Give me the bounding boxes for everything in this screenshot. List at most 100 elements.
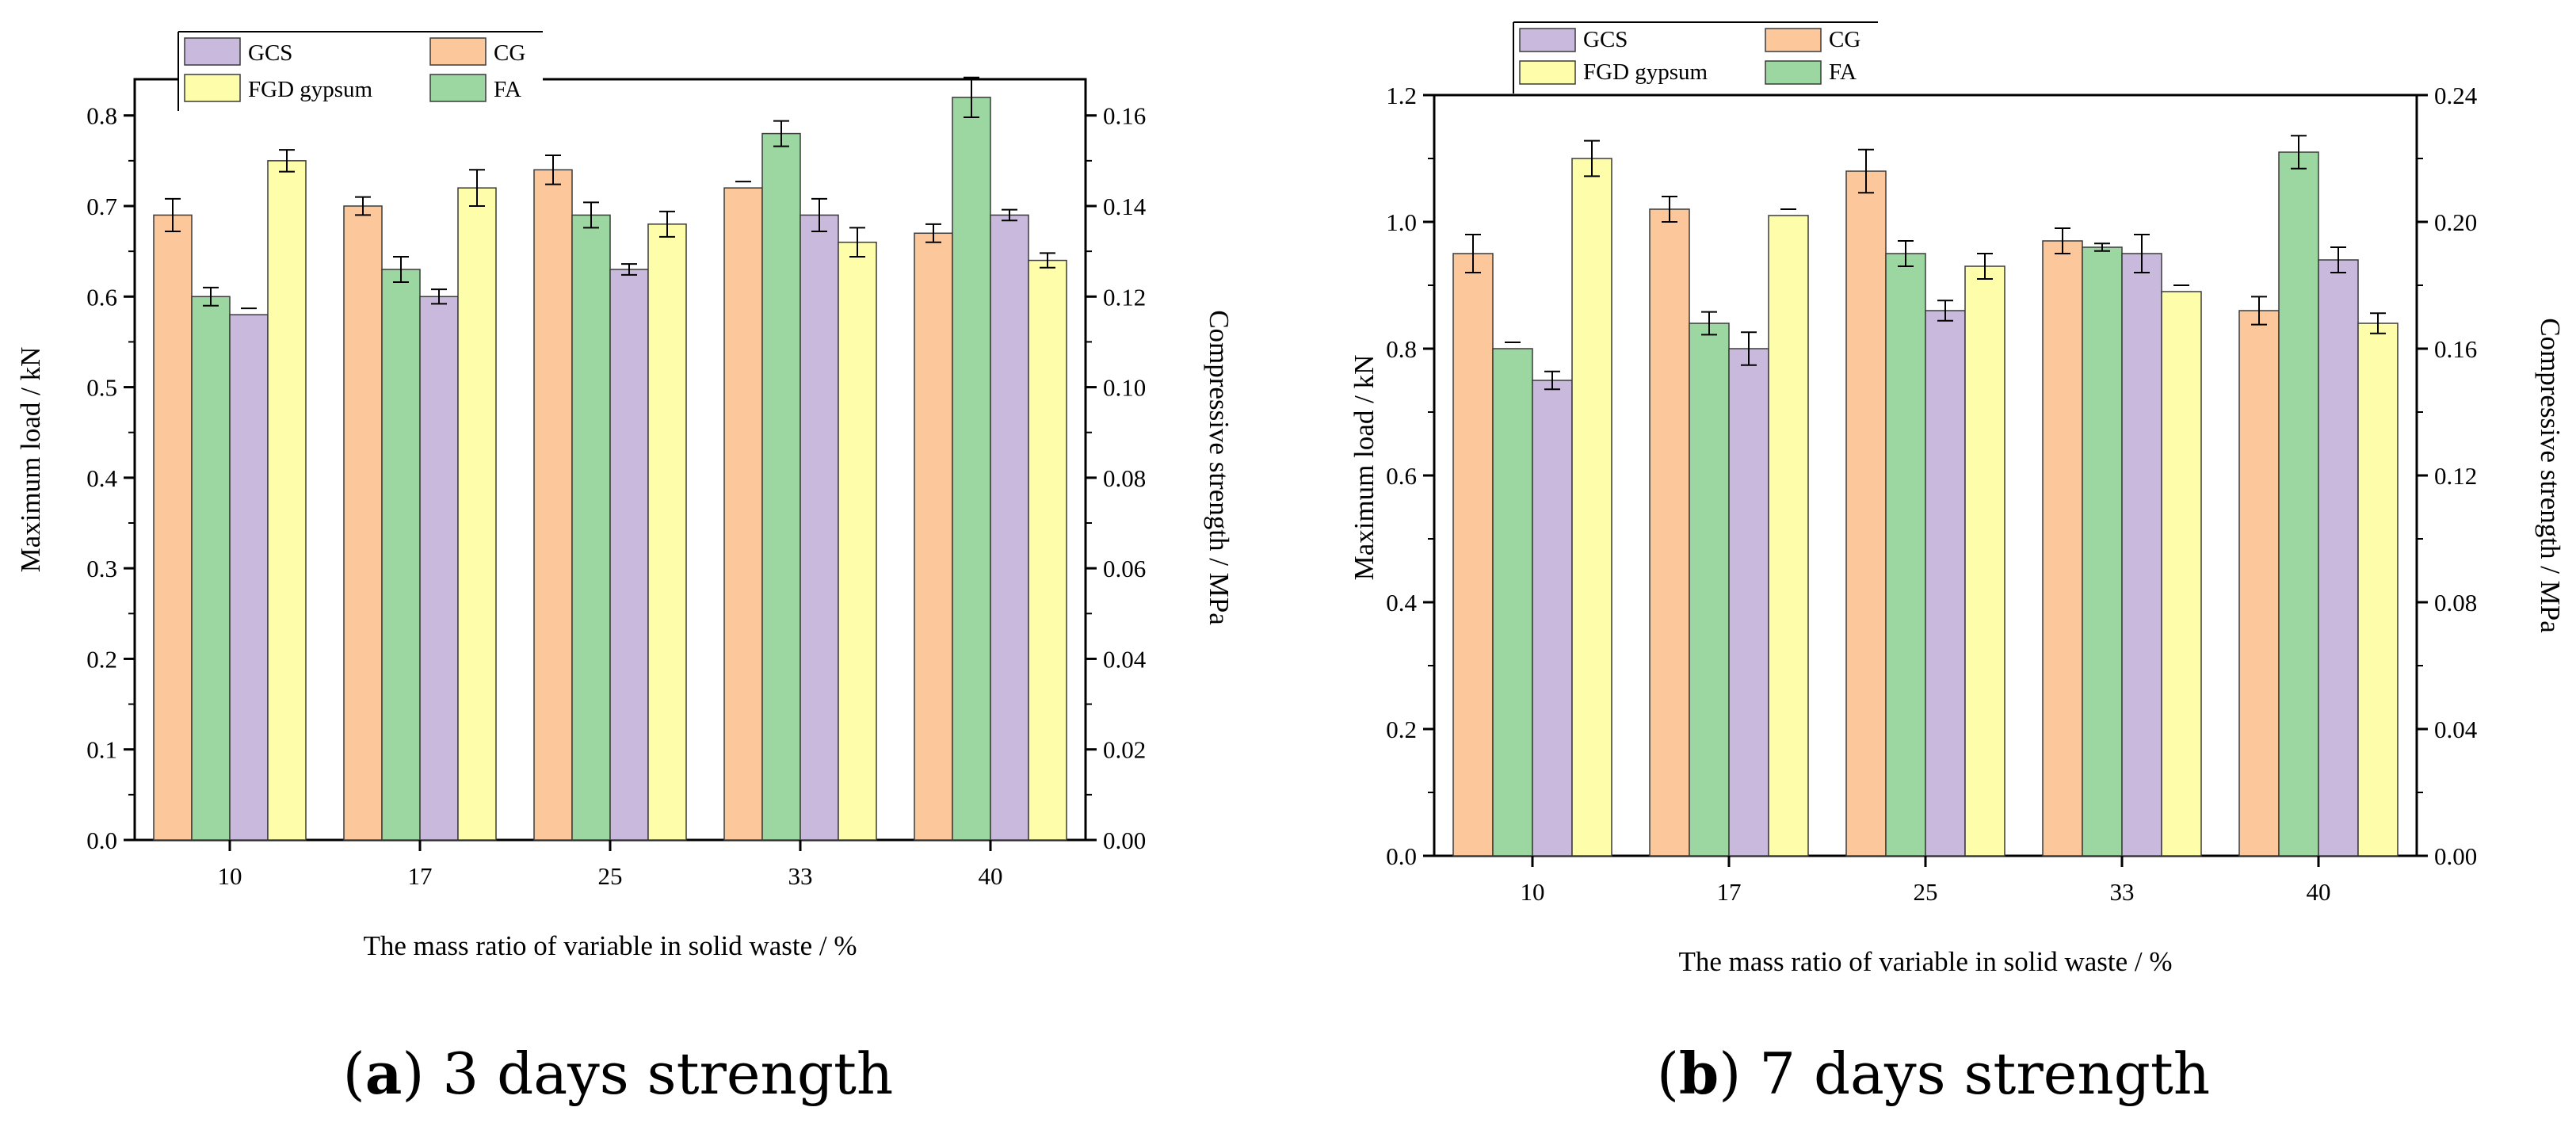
y2-tick-label: 0.14	[1103, 193, 1147, 220]
caption-text: 7 days strength	[1759, 1040, 2210, 1107]
chart-panel-3-days: 0.0 0.1 0.2 0.3 0.4 0.5 0.6 0.7 0.8 0.00 0.02 0.04…	[15, 31, 1235, 961]
bar-fgd-gypsum	[647, 223, 687, 841]
legend-label: FGD gypsum	[1583, 59, 1708, 85]
x-tick-label: 10	[218, 862, 242, 890]
bar-fa	[191, 296, 231, 841]
y-tick-label: 0.6	[86, 283, 117, 311]
y-tick-label: 0.7	[86, 193, 117, 220]
legend: GCS CG FGD gypsum FA	[1513, 21, 1878, 94]
bar-cg	[1452, 253, 1494, 857]
x-tick-label: 17	[1717, 878, 1742, 906]
y-tick-label: 1.0	[1386, 208, 1417, 236]
bar-cg	[343, 205, 383, 841]
legend-swatch-fgd-gypsum	[1519, 60, 1576, 85]
y-tick-label: 0.4	[1386, 589, 1417, 617]
bar-fa	[2082, 246, 2123, 857]
bar-fa	[761, 132, 801, 841]
bar-fa	[381, 269, 421, 841]
caption-text: 3 days strength	[442, 1040, 893, 1107]
bar-gcs	[800, 214, 839, 841]
bar-fgd-gypsum	[2357, 323, 2399, 857]
y-tick-label: 0.3	[86, 555, 117, 582]
y2-tick-label: 0.16	[1103, 102, 1146, 130]
bar-gcs	[990, 214, 1029, 841]
y-tick-label: 0.6	[1386, 462, 1417, 490]
bar-cg	[1845, 170, 1887, 857]
bar-gcs	[1925, 310, 1966, 857]
bar-cg	[1649, 208, 1690, 857]
y2-tick-label: 0.10	[1103, 374, 1146, 402]
legend: GCS CG FGD gypsum FA	[177, 31, 543, 111]
y-tick-label: 0.5	[86, 374, 117, 402]
legend-label: GCS	[1583, 27, 1628, 52]
bar-cg	[914, 232, 953, 841]
bar-fa	[952, 97, 991, 841]
chart-panel-7-days: 0.0 0.2 0.4 0.6 0.8 1.0 1.2 0.00 0.04 0.08 0.12 0.…	[1349, 21, 2566, 977]
legend-swatch-gcs	[184, 37, 241, 66]
bar-fgd-gypsum	[2161, 291, 2202, 857]
x-tick-label: 33	[788, 862, 813, 890]
legend-label: FGD gypsum	[248, 77, 373, 102]
x-axis-title: The mass ratio of variable in solid wast…	[363, 930, 857, 961]
y-tick-label: 0.8	[1386, 335, 1417, 363]
y2-tick-label: 0.04	[1103, 645, 1147, 673]
y2-tick-label: 0.08	[2434, 589, 2477, 617]
legend-swatch-fa	[1765, 60, 1822, 85]
bar-gcs	[1532, 380, 1573, 857]
bar-fgd-gypsum	[1571, 158, 1612, 857]
legend-label: FA	[494, 77, 521, 102]
y-tick-label: 0.8	[86, 102, 117, 130]
y2-tick-label: 0.00	[1103, 827, 1146, 854]
y-tick-label: 0.2	[86, 645, 117, 673]
x-tick-label: 17	[408, 862, 433, 890]
bar-fgd-gypsum	[1768, 215, 1809, 857]
y2-tick-label: 0.00	[2434, 842, 2477, 870]
y2-tick-label: 0.12	[2434, 462, 2477, 490]
bar-fa	[1885, 253, 1926, 857]
legend-swatch-fa	[429, 74, 487, 102]
x-tick-label: 40	[2307, 878, 2331, 906]
y2-tick-label: 0.08	[1103, 464, 1146, 492]
legend-label: FA	[1829, 59, 1857, 85]
x-tick-label: 25	[598, 862, 623, 890]
y-tick-label: 1.2	[1386, 82, 1417, 109]
y2-tick-label: 0.12	[1103, 283, 1146, 311]
y-tick-label: 0.0	[1386, 842, 1417, 870]
bar-fgd-gypsum	[267, 160, 307, 841]
caption-a: (a) 3 days strength	[343, 1040, 894, 1107]
legend-label: GCS	[248, 40, 292, 66]
bar-gcs	[229, 314, 269, 841]
bar-gcs	[419, 296, 459, 841]
x-tick-label: 33	[2110, 878, 2135, 906]
legend-label: CG	[1829, 27, 1860, 52]
x-tick-label: 25	[1914, 878, 1938, 906]
y2-axis-title: Compressive strength / MPa	[2535, 318, 2566, 633]
y2-tick-label: 0.04	[2434, 716, 2478, 743]
y-tick-label: 0.4	[86, 464, 117, 492]
caption-panel-letter: b	[1679, 1040, 1719, 1107]
bar-gcs	[2121, 253, 2162, 857]
y-axis-title: Maximum load / kN	[15, 347, 46, 573]
bar-fa	[1492, 348, 1533, 857]
legend-label: CG	[494, 40, 525, 66]
x-tick-label: 10	[1521, 878, 1545, 906]
y-tick-label: 0.2	[1386, 716, 1417, 743]
y2-axis-title: Compressive strength / MPa	[1204, 310, 1235, 625]
bar-fa	[571, 214, 611, 841]
bar-fgd-gypsum	[1028, 259, 1067, 841]
y-tick-label: 0.0	[86, 827, 117, 854]
caption-b: (b) 7 days strength	[1657, 1040, 2210, 1107]
bar-cg	[153, 214, 193, 841]
bar-gcs	[2318, 259, 2359, 857]
bar-gcs	[609, 269, 649, 841]
bar-fgd-gypsum	[457, 187, 497, 841]
legend-swatch-fgd-gypsum	[184, 74, 241, 102]
y2-tick-label: 0.16	[2434, 335, 2477, 363]
legend-swatch-gcs	[1519, 28, 1576, 52]
y2-tick-label: 0.20	[2434, 208, 2477, 236]
bar-fa	[2278, 151, 2319, 857]
bar-cg	[2238, 310, 2280, 857]
bar-cg	[2042, 240, 2083, 857]
caption-panel-letter: a	[365, 1040, 403, 1107]
